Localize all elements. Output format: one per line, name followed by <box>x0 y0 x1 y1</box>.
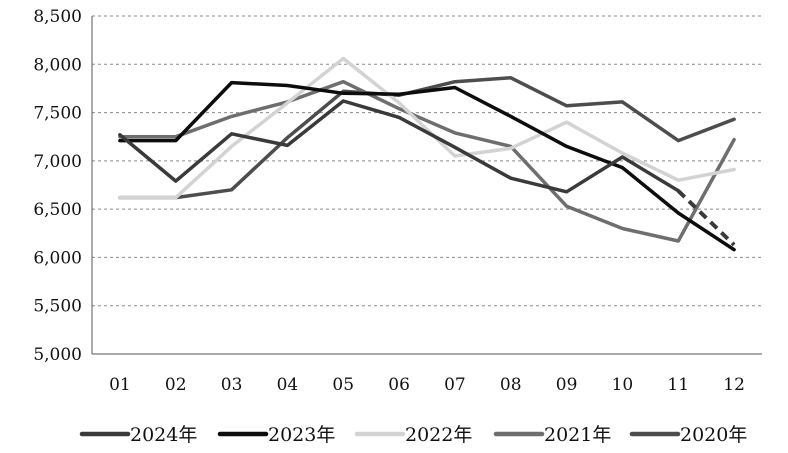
y-tick-label: 6,000 <box>33 248 82 268</box>
legend-item: 2023年 <box>217 424 335 446</box>
legend-label: 2022年 <box>405 424 472 446</box>
legend-item: 2024年 <box>79 424 197 446</box>
legend-label: 2021年 <box>544 424 611 446</box>
x-tick-label: 01 <box>109 375 131 395</box>
x-tick-label: 07 <box>444 375 466 395</box>
legend-item: 2021年 <box>493 424 611 446</box>
x-tick-label: 10 <box>612 375 634 395</box>
series-line <box>118 76 736 200</box>
series-lines <box>118 56 736 252</box>
y-tick-label: 5,500 <box>33 297 82 317</box>
series-projection-line <box>676 189 736 247</box>
y-axis-tick-labels: 5,000 5,500 6,000 6,500 7,000 7,500 8,000 8,500 <box>33 7 82 365</box>
legend-label: 2020年 <box>680 424 747 446</box>
x-tick-label: 04 <box>277 375 299 395</box>
x-tick-label: 06 <box>388 375 410 395</box>
grid-lines <box>92 15 762 307</box>
x-tick-label: 03 <box>221 375 243 395</box>
legend-item: 2022年 <box>354 424 472 446</box>
x-tick-label: 09 <box>556 375 578 395</box>
axes <box>91 16 762 355</box>
y-tick-label: 8,000 <box>33 55 82 75</box>
y-tick-label: 6,500 <box>33 200 82 220</box>
series-line <box>118 56 736 200</box>
series-line <box>118 99 681 194</box>
x-tick-label: 08 <box>500 375 522 395</box>
legend-label: 2023年 <box>268 424 335 446</box>
series-line <box>118 80 736 252</box>
x-tick-label: 12 <box>723 375 745 395</box>
legend: 2024年 2023年 2022年 2021年 2020年 <box>79 424 747 446</box>
y-tick-label: 8,500 <box>33 7 82 27</box>
y-tick-label: 7,000 <box>33 152 82 172</box>
series-line <box>118 79 736 243</box>
x-tick-label: 05 <box>332 375 354 395</box>
legend-label: 2024年 <box>130 424 197 446</box>
x-tick-label: 02 <box>165 375 187 395</box>
legend-item: 2020年 <box>629 424 747 446</box>
y-tick-label: 7,500 <box>33 104 82 124</box>
x-tick-label: 11 <box>667 375 689 395</box>
x-axis-tick-labels: 01 02 03 04 05 06 07 08 09 10 11 12 <box>109 375 745 395</box>
y-tick-label: 5,000 <box>33 345 82 365</box>
